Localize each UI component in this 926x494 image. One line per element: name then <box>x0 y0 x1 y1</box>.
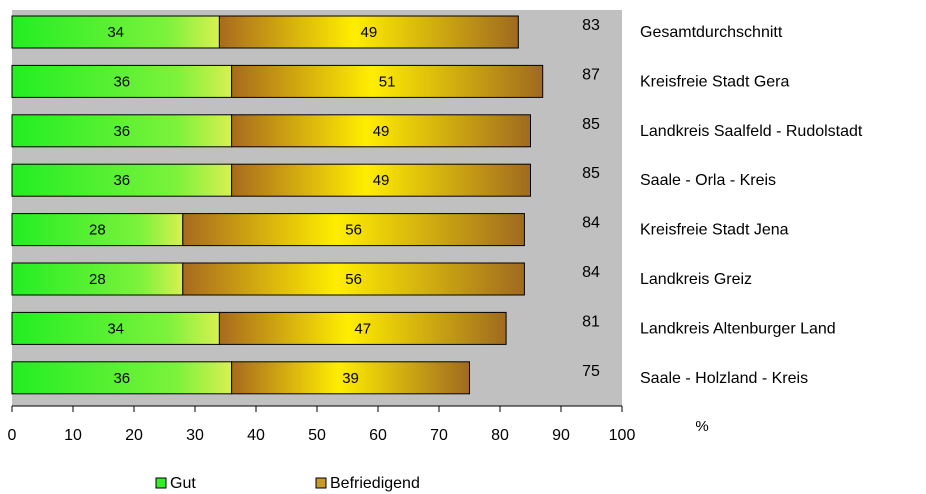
bar-value-label: 49 <box>373 172 390 189</box>
total-label: 75 <box>582 363 600 380</box>
total-label: 83 <box>582 17 600 34</box>
bar-value-label: 34 <box>107 320 124 337</box>
total-label: 84 <box>582 215 600 232</box>
bar-value-label: 36 <box>113 123 130 140</box>
x-tick-label: 40 <box>247 427 265 444</box>
total-label: 85 <box>582 165 600 182</box>
bar-befriedigend <box>182 262 525 296</box>
bar-value-label: 56 <box>345 271 362 288</box>
bar-value-label: 39 <box>342 370 359 387</box>
total-label: 81 <box>582 313 600 330</box>
x-tick-label: 0 <box>8 427 17 444</box>
bar-gut <box>11 311 220 345</box>
bar-befriedigend <box>182 213 525 247</box>
bar-value-label: 28 <box>89 271 106 288</box>
legend: Gut Befriedigend <box>155 475 420 492</box>
category-label: Kreisfreie Stadt Jena <box>640 222 789 239</box>
x-tick-label: 100 <box>609 427 636 444</box>
bar-value-label: 51 <box>379 73 396 90</box>
total-label: 84 <box>582 264 600 281</box>
bars-group: 34 49 36 51 36 49 36 49 28 56 28 56 34 47 36 39 <box>11 15 544 395</box>
category-label: Saale - Orla - Kreis <box>640 172 776 189</box>
bar-befriedigend <box>218 311 507 345</box>
bar-gut <box>11 64 233 98</box>
total-labels: 83 87 85 85 84 84 81 75 <box>582 17 600 380</box>
category-label: Saale - Holzland - Kreis <box>640 370 808 387</box>
bar-value-label: 34 <box>107 24 124 41</box>
x-tick-label: 70 <box>430 427 448 444</box>
total-label: 85 <box>582 116 600 133</box>
category-label: Kreisfreie Stadt Gera <box>640 73 790 90</box>
legend-label-gut: Gut <box>170 475 196 492</box>
bar-value-label: 56 <box>345 222 362 239</box>
legend-label-befriedigend: Befriedigend <box>330 475 420 492</box>
bar-gut <box>11 361 233 395</box>
bar-gut <box>11 262 184 296</box>
total-label: 87 <box>582 66 600 83</box>
bar-value-label: 47 <box>354 320 371 337</box>
x-axis: 0 10 20 30 40 50 60 70 80 90 100 <box>8 405 636 444</box>
x-tick-label: 20 <box>125 427 143 444</box>
bar-value-label: 28 <box>89 222 106 239</box>
legend-swatch-befriedigend <box>315 477 327 489</box>
bar-befriedigend <box>231 64 544 98</box>
x-tick-label: 10 <box>64 427 82 444</box>
category-label: Landkreis Greiz <box>640 271 752 288</box>
bar-value-label: 36 <box>113 73 130 90</box>
x-unit-label: % <box>695 418 708 435</box>
bar-gut <box>11 213 184 247</box>
bar-gut <box>11 15 220 49</box>
x-tick-label: 80 <box>491 427 509 444</box>
x-tick-label: 50 <box>308 427 326 444</box>
bar-gut <box>11 163 233 197</box>
bar-befriedigend <box>231 114 531 148</box>
x-tick-label: 60 <box>369 427 387 444</box>
x-tick-label: 30 <box>186 427 204 444</box>
category-labels: Gesamtdurchschnitt Kreisfreie Stadt Gera L… <box>640 24 863 387</box>
x-tick-label: 90 <box>552 427 570 444</box>
bar-befriedigend <box>231 163 531 197</box>
bar-befriedigend <box>231 361 470 395</box>
legend-swatch-gut <box>155 477 167 489</box>
bar-value-label: 36 <box>113 172 130 189</box>
category-label: Landkreis Saalfeld - Rudolstadt <box>640 123 863 140</box>
category-label: Gesamtdurchschnitt <box>640 24 783 41</box>
bar-value-label: 36 <box>113 370 130 387</box>
bar-befriedigend <box>218 15 519 49</box>
bar-value-label: 49 <box>373 123 390 140</box>
bar-value-label: 49 <box>361 24 378 41</box>
category-label: Landkreis Altenburger Land <box>640 320 836 337</box>
